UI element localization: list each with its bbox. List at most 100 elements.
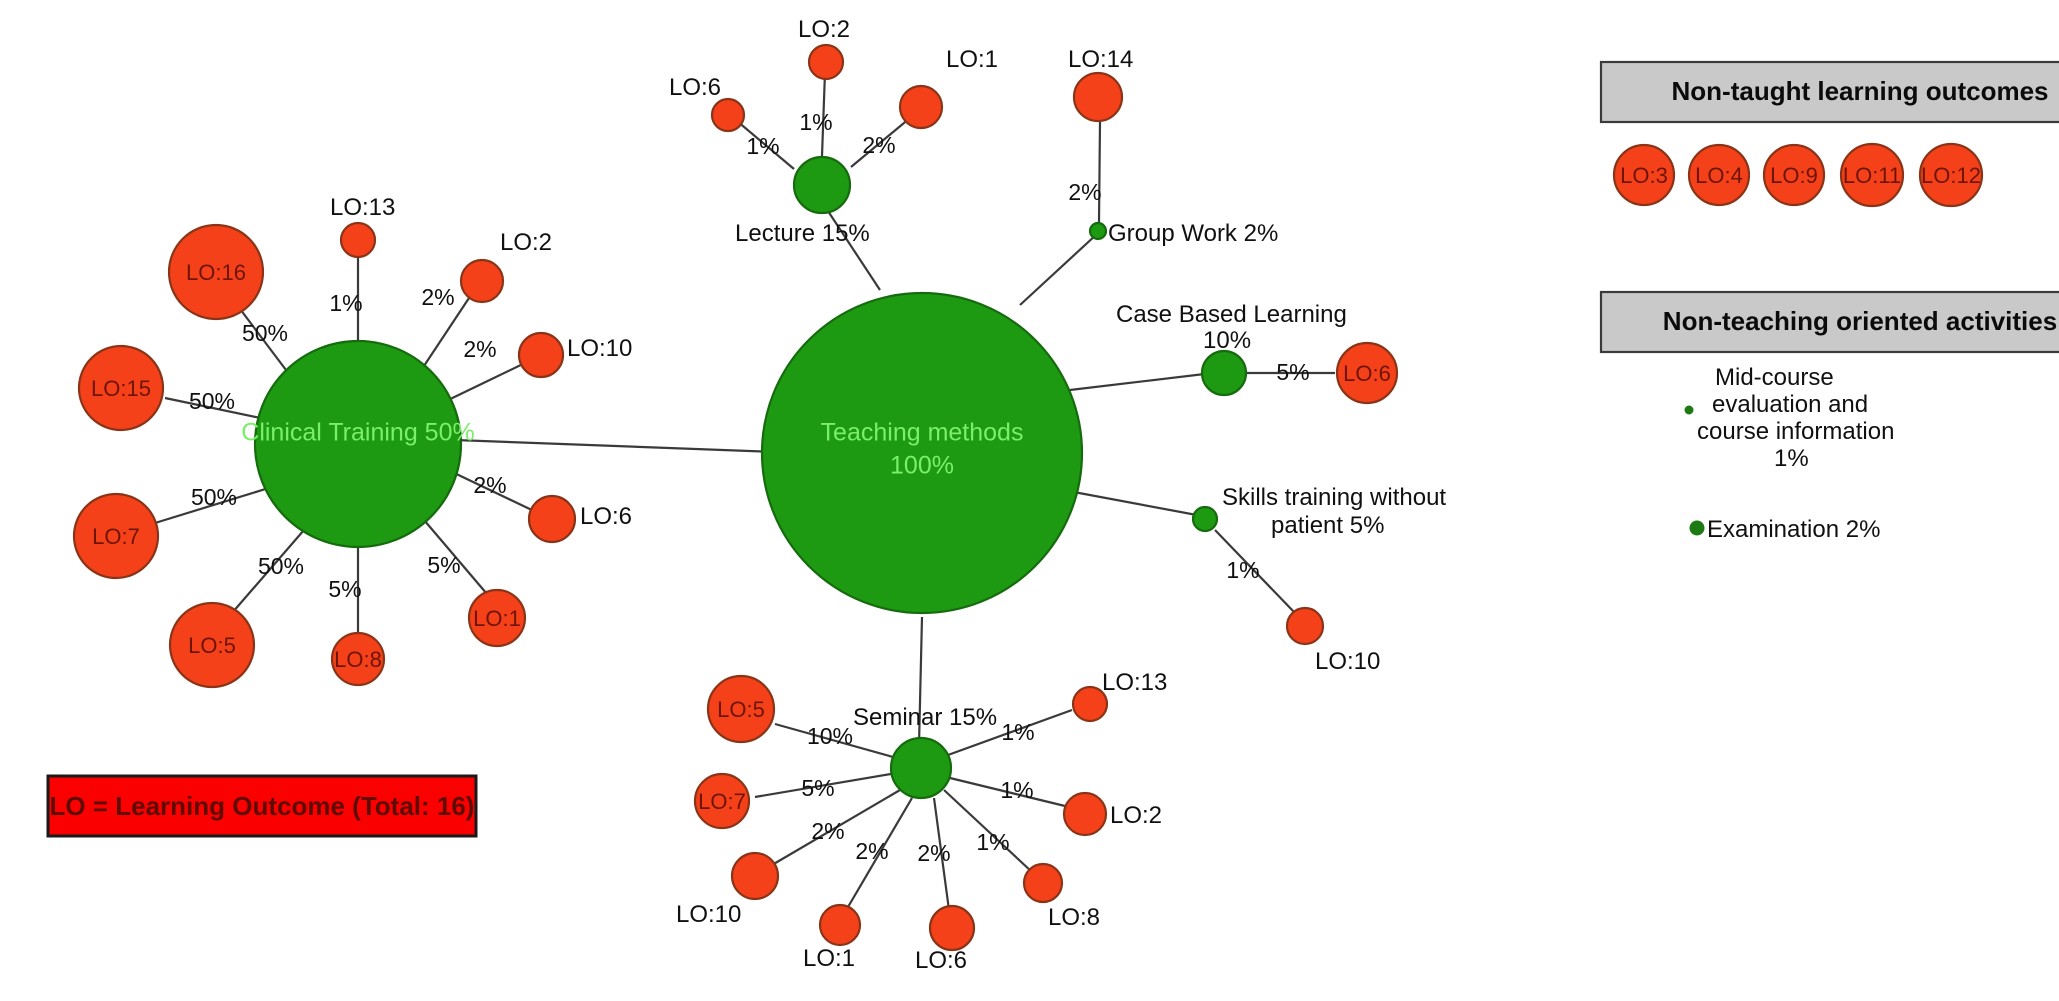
outcome-node-lo14-group-work[interactable] xyxy=(1072,71,1124,123)
edge-root-skills-training xyxy=(1062,488,1203,518)
edge-root-lecture xyxy=(823,204,881,291)
outcome-node-lo13-clinical[interactable] xyxy=(339,221,377,259)
method-node-skills-training[interactable] xyxy=(1191,505,1219,533)
method-node-skills-label-line1: Skills training without xyxy=(1222,484,1446,511)
lecture-cluster: LO:6 1% LO:2 1% LO:1 2% Lecture 15% xyxy=(669,16,998,247)
outcome-node-lo2-clinical[interactable] xyxy=(459,258,505,304)
outcome-node-lo5-clinical[interactable] xyxy=(168,601,256,689)
outcome-node-lo7-clinical[interactable] xyxy=(72,492,160,580)
edge-clinical-lo1 xyxy=(423,519,488,595)
seminar-cluster: LO:5 10% LO:13 1% LO:7 5% LO:2 1% LO:10 … xyxy=(676,669,1167,974)
outcome-node-lo6-clinical[interactable] xyxy=(527,494,577,544)
non-taught-outcome-lo4[interactable] xyxy=(1687,143,1751,207)
method-node-cbl-label-line2: 10% xyxy=(1203,327,1251,354)
edge-weight-seminar-lo13: 1% xyxy=(1001,719,1034,745)
outcome-node-lo6-cbl[interactable] xyxy=(1335,341,1399,405)
outcome-node-lo10-clinical[interactable] xyxy=(517,331,565,379)
outcome-node-lo1-clinical[interactable] xyxy=(467,588,527,648)
examination-dot-icon xyxy=(1689,520,1705,536)
edge-weight-seminar-lo8: 1% xyxy=(976,829,1009,855)
edge-seminar-lo2 xyxy=(949,776,1066,808)
outcome-node-lo6-lecture[interactable] xyxy=(710,97,746,133)
root-node-group: Teaching methods 100% xyxy=(760,291,1084,615)
method-node-group-work-label: Group Work 2% xyxy=(1108,220,1278,247)
non-taught-outcome-lo9-label: LO:9 xyxy=(1770,163,1818,188)
non-taught-outcome-lo11-label: LO:11 xyxy=(1843,163,1901,188)
non-teaching-panel-header-box xyxy=(1599,290,2059,354)
non-taught-outcome-lo9[interactable] xyxy=(1762,143,1826,207)
outcome-node-lo5-clinical-label: LO:5 xyxy=(188,633,236,658)
mid-course-evaluation-line3: course information xyxy=(1697,418,1894,445)
edge-weight-clinical-lo13: 1% xyxy=(329,290,362,316)
lo-definition-legend-text: LO = Learning Outcome (Total: 16) xyxy=(50,791,475,821)
edge-clinical-lo2 xyxy=(415,294,472,379)
outcome-node-lo1-seminar[interactable] xyxy=(818,903,862,947)
method-node-seminar[interactable] xyxy=(889,736,953,800)
case-based-learning-cluster: LO:6 5% Case Based Learning 10% xyxy=(1116,301,1399,405)
outcome-node-lo8-clinical[interactable] xyxy=(330,631,386,687)
outcome-node-lo1-lecture[interactable] xyxy=(898,84,944,130)
outcome-node-lo6-lecture-label: LO:6 xyxy=(669,74,721,101)
edge-weight-seminar-lo1: 2% xyxy=(855,838,888,864)
edge-weight-cbl-lo6: 5% xyxy=(1276,359,1309,385)
outcome-node-lo5-seminar[interactable] xyxy=(706,674,776,744)
outcome-node-lo6-seminar-label: LO:6 xyxy=(915,947,967,974)
edge-weight-group-work-lo14: 2% xyxy=(1068,179,1101,205)
non-taught-panel: Non-taught learning outcomes LO:3 LO:4 L… xyxy=(1599,60,2059,208)
edge-weight-skills-lo10: 1% xyxy=(1226,557,1259,583)
outcome-node-lo2-lecture[interactable] xyxy=(807,43,845,81)
edge-seminar-lo13 xyxy=(947,708,1073,757)
edge-weight-clinical-lo7: 50% xyxy=(191,484,237,510)
method-node-clinical-training[interactable] xyxy=(253,339,463,549)
outcome-node-lo7-seminar-label: LO:7 xyxy=(698,789,746,814)
lo-definition-legend-box xyxy=(46,774,478,838)
outcome-node-lo1-clinical-label: LO:1 xyxy=(473,606,521,631)
edge-clinical-lo15 xyxy=(164,396,271,422)
edge-weight-clinical-lo16: 50% xyxy=(242,320,288,346)
outcome-node-lo8-seminar[interactable] xyxy=(1022,862,1064,904)
outcome-node-lo13-clinical-label: LO:13 xyxy=(330,194,395,221)
edge-weight-seminar-lo7: 5% xyxy=(801,775,834,801)
method-node-lecture[interactable] xyxy=(792,155,852,215)
non-taught-outcome-lo11[interactable] xyxy=(1839,142,1905,208)
outcome-node-lo6-seminar[interactable] xyxy=(928,904,976,952)
outcome-node-lo8-clinical-label: LO:8 xyxy=(334,647,382,672)
edge-seminar-lo1 xyxy=(847,797,913,908)
outcome-node-lo10-skills[interactable] xyxy=(1285,606,1325,646)
outcome-node-lo13-seminar[interactable] xyxy=(1071,685,1109,723)
method-node-group-work[interactable] xyxy=(1088,221,1108,241)
outcome-node-lo1-seminar-label: LO:1 xyxy=(803,945,855,972)
outcome-node-lo7-seminar[interactable] xyxy=(693,772,751,830)
non-taught-outcome-lo12[interactable] xyxy=(1918,142,1984,208)
edge-clinical-lo7 xyxy=(154,485,273,525)
non-taught-outcome-lo4-label: LO:4 xyxy=(1695,163,1743,188)
method-node-teaching-methods[interactable] xyxy=(760,291,1084,615)
non-taught-outcome-lo12-label: LO:12 xyxy=(1921,163,1981,188)
non-taught-outcome-lo3-label: LO:3 xyxy=(1620,163,1668,188)
outcome-node-lo15-clinical-label: LO:15 xyxy=(91,376,151,401)
outcome-node-lo2-lecture-label: LO:2 xyxy=(798,16,850,43)
method-node-teaching-methods-label: Teaching methods xyxy=(821,419,1024,447)
outcome-node-lo14-group-work-label: LO:14 xyxy=(1068,46,1133,73)
non-taught-outcome-lo3[interactable] xyxy=(1612,143,1676,207)
edge-seminar-lo10 xyxy=(771,789,901,866)
outcome-node-lo16-clinical[interactable] xyxy=(167,223,265,321)
edge-group-work-lo14 xyxy=(1097,121,1102,223)
edge-lecture-lo6 xyxy=(736,120,795,170)
outcome-node-lo2-seminar[interactable] xyxy=(1062,791,1108,837)
mid-course-evaluation-line1: Mid-course xyxy=(1715,364,1834,391)
mid-course-evaluation-line4: 1% xyxy=(1774,445,1809,472)
edge-weight-lecture-lo1: 2% xyxy=(862,132,895,158)
outcome-node-lo15-clinical[interactable] xyxy=(77,344,165,432)
mid-course-evaluation-dot-icon xyxy=(1684,405,1694,415)
outcome-node-lo10-clinical-label: LO:10 xyxy=(567,335,632,362)
method-node-lecture-label: Lecture 15% xyxy=(735,220,870,247)
non-taught-panel-header-text: Non-taught learning outcomes xyxy=(1672,76,2049,106)
method-node-case-based-learning[interactable] xyxy=(1200,349,1248,397)
outcome-node-lo10-seminar[interactable] xyxy=(730,851,780,901)
outcome-node-lo16-clinical-label: LO:16 xyxy=(186,260,246,285)
edge-seminar-lo8 xyxy=(943,789,1033,873)
edge-seminar-lo5 xyxy=(774,722,894,759)
